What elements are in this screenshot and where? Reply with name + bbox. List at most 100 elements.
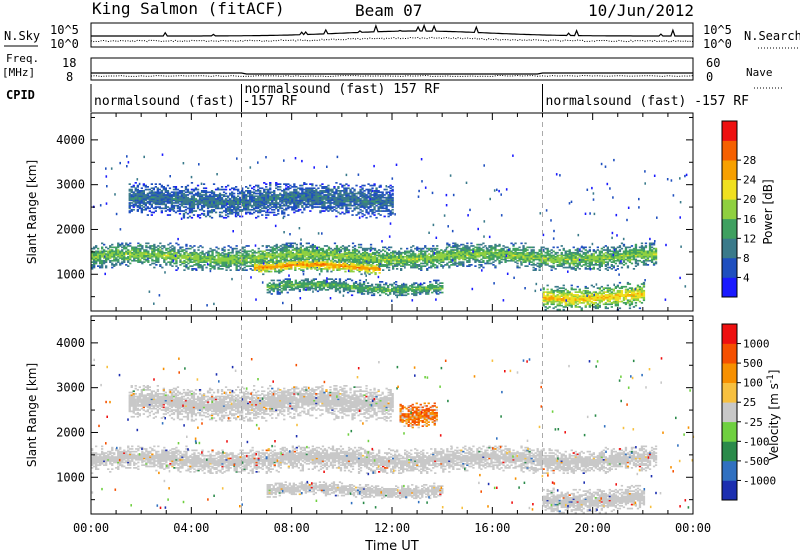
- range-gate-cell: [400, 252, 402, 254]
- range-gate-cell: [376, 257, 378, 259]
- range-gate-cell: [291, 186, 293, 188]
- range-gate-cell: [531, 247, 533, 249]
- range-gate-cell: [147, 201, 149, 203]
- range-gate-cell: [211, 195, 213, 197]
- range-gate-cell: [392, 263, 394, 265]
- range-gate-cell: [129, 189, 131, 191]
- range-gate-cell: [225, 214, 227, 216]
- range-gate-cell: [203, 183, 205, 185]
- range-gate-cell: [319, 190, 321, 192]
- range-gate-cell: [270, 253, 272, 255]
- range-gate-cell: [545, 248, 547, 250]
- range-gate-cell: [518, 252, 520, 254]
- range-gate-cell: [319, 210, 321, 212]
- range-gate-cell: [209, 216, 211, 218]
- range-gate-cell: [486, 260, 488, 262]
- range-gate-cell: [275, 182, 277, 184]
- range-gate-cell: [253, 212, 255, 214]
- range-gate-cell: [163, 186, 165, 188]
- range-gate-cell: [125, 247, 127, 249]
- cpid-segment-label: normalsound (fast) 157 RF: [245, 82, 441, 97]
- range-gate-cell: [500, 261, 502, 263]
- range-gate-cell: [478, 244, 480, 246]
- range-gate-cell: [422, 251, 424, 253]
- range-gate-cell: [292, 243, 294, 245]
- range-gate-cell: [232, 255, 234, 257]
- range-gate-cell: [199, 209, 201, 211]
- range-gate-cell: [287, 205, 289, 207]
- range-gate-cell: [177, 249, 179, 251]
- range-gate-cell: [374, 272, 376, 274]
- range-gate-cell: [436, 245, 438, 247]
- range-gate-cell: [203, 253, 205, 255]
- range-gate-cell: [470, 249, 472, 251]
- range-gate-cell: [302, 245, 304, 247]
- range-gate-cell: [167, 185, 169, 187]
- range-gate-cell: [348, 260, 350, 262]
- range-gate-cell: [277, 183, 279, 185]
- range-gate-cell: [278, 247, 280, 249]
- range-gate-cell: [470, 245, 472, 247]
- range-gate-cell: [456, 265, 458, 267]
- range-gate-cell: [238, 265, 240, 267]
- range-gate-cell: [113, 264, 115, 266]
- range-gate-cell: [458, 245, 460, 247]
- range-gate-cell: [227, 206, 229, 208]
- range-gate-cell: [265, 206, 267, 208]
- range-gate-cell: [209, 191, 211, 193]
- range-gate-cell: [179, 264, 181, 266]
- range-gate-cell: [257, 216, 259, 218]
- range-gate-cell: [589, 247, 591, 249]
- range-gate-cell: [607, 267, 609, 269]
- range-gate-cell: [247, 190, 249, 192]
- range-gate-cell: [165, 248, 167, 250]
- range-gate-cell: [327, 205, 329, 207]
- range-gate-cell: [211, 265, 213, 267]
- range-gate-cell: [418, 251, 420, 253]
- range-gate-cell: [109, 245, 111, 247]
- range-gate-cell: [277, 202, 279, 204]
- range-gate-cell: [315, 185, 317, 187]
- range-gate-cell: [356, 263, 358, 265]
- range-gate-cell: [490, 263, 492, 265]
- range-gate-cell: [466, 245, 468, 247]
- range-gate-cell: [268, 261, 270, 263]
- range-gate-cell: [535, 268, 537, 270]
- range-gate-cell: [362, 252, 364, 254]
- range-gate-cell: [236, 251, 238, 253]
- range-gate-cell: [199, 252, 201, 254]
- range-gate-cell: [298, 268, 300, 270]
- range-gate-cell: [327, 187, 329, 189]
- range-gate-cell: [153, 187, 155, 189]
- range-gate-cell: [145, 202, 147, 204]
- range-gate-cell: [466, 260, 468, 262]
- range-gate-cell: [456, 244, 458, 246]
- range-gate-cell: [258, 251, 260, 253]
- nsky-strip: N.Sky 10^5 10^0 10^5 10^0 N.Search: [4, 23, 800, 51]
- range-gate-cell: [127, 265, 129, 267]
- range-gate-cell: [125, 243, 127, 245]
- range-gate-cell: [159, 191, 161, 193]
- range-gate-cell: [512, 248, 514, 250]
- range-gate-cell: [320, 248, 322, 250]
- range-gate-cell: [285, 208, 287, 210]
- range-gate-cell: [356, 249, 358, 251]
- range-gate-cell: [177, 210, 179, 212]
- range-gate-cell: [653, 251, 655, 253]
- range-gate-cell: [171, 191, 173, 193]
- range-gate-cell: [197, 191, 199, 193]
- range-gate-cell: [354, 264, 356, 266]
- range-gate-cell: [358, 255, 360, 257]
- range-gate-cell: [266, 249, 268, 251]
- range-gate-cell: [440, 252, 442, 254]
- range-gate-cell: [506, 247, 508, 249]
- range-gate-cell: [318, 249, 320, 251]
- range-gate-cell: [514, 261, 516, 263]
- range-gate-cell: [535, 255, 537, 257]
- range-gate-cell: [344, 263, 346, 265]
- range-gate-cell: [149, 210, 151, 212]
- range-gate-cell: [414, 253, 416, 255]
- range-gate-cell: [113, 247, 115, 249]
- range-gate-cell: [340, 268, 342, 270]
